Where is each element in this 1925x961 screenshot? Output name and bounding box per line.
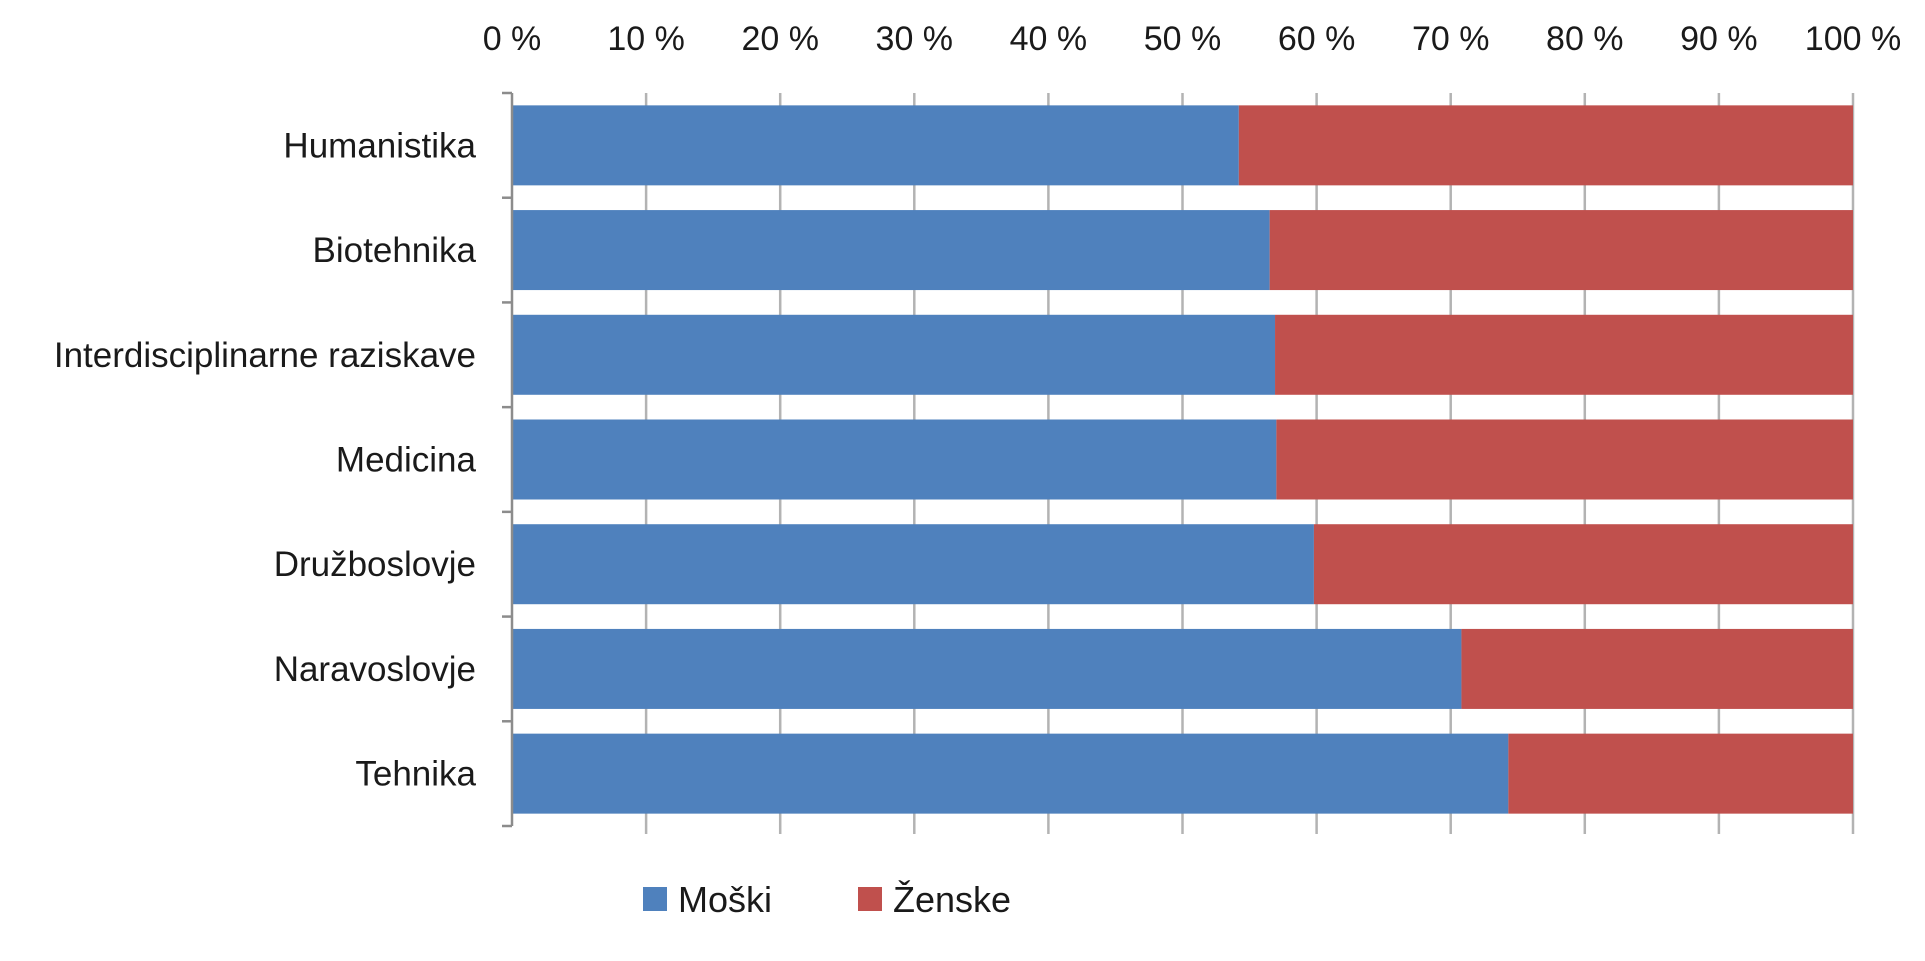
bar-segment [1275, 314, 1853, 395]
bar-segment [512, 524, 1314, 605]
bars-layer [512, 105, 1853, 814]
bar-segment [512, 733, 1509, 814]
x-tick-label: 0 % [483, 20, 542, 58]
legend: Moški Ženske [643, 879, 1011, 920]
bar-segment [1238, 105, 1853, 186]
category-label: Medicina [336, 441, 477, 480]
category-label: Biotehnika [313, 231, 477, 270]
x-tick-label: 90 % [1680, 20, 1758, 58]
category-label: Tehnika [355, 755, 476, 794]
axis-layer: 0 % 10 % 20 % 30 % 40 % 50 % 60 % 70 % 80 % 90 % 1… [54, 20, 1901, 828]
bar-segment [1269, 210, 1853, 291]
x-tick-label: 10 % [607, 20, 685, 58]
legend-swatch [643, 887, 667, 911]
x-tick-label: 40 % [1010, 20, 1088, 58]
bar-segment [512, 314, 1276, 395]
x-tick-label: 30 % [876, 20, 954, 58]
x-tick-label: 60 % [1278, 20, 1356, 58]
x-tick-label: 100 % [1805, 20, 1901, 58]
bar-segment [1313, 524, 1853, 605]
legend-label: Ženske [893, 879, 1011, 920]
bar-segment [512, 105, 1239, 186]
category-label: Humanistika [283, 126, 476, 165]
x-tick-label: 50 % [1144, 20, 1222, 58]
category-label: Družboslovje [274, 545, 476, 584]
category-label: Naravoslovje [274, 650, 476, 689]
category-label: Interdisciplinarne raziskave [54, 336, 476, 375]
bar-segment [1461, 628, 1853, 709]
bar-segment [512, 419, 1277, 500]
bar-segment [512, 210, 1270, 291]
bar-segment [1508, 733, 1853, 814]
x-tick-label: 20 % [741, 20, 819, 58]
x-tick-label: 70 % [1412, 20, 1490, 58]
legend-label: Moški [678, 879, 772, 920]
bar-segment [1276, 419, 1853, 500]
bar-segment [512, 628, 1462, 709]
legend-swatch [858, 887, 882, 911]
x-tick-label: 80 % [1546, 20, 1624, 58]
